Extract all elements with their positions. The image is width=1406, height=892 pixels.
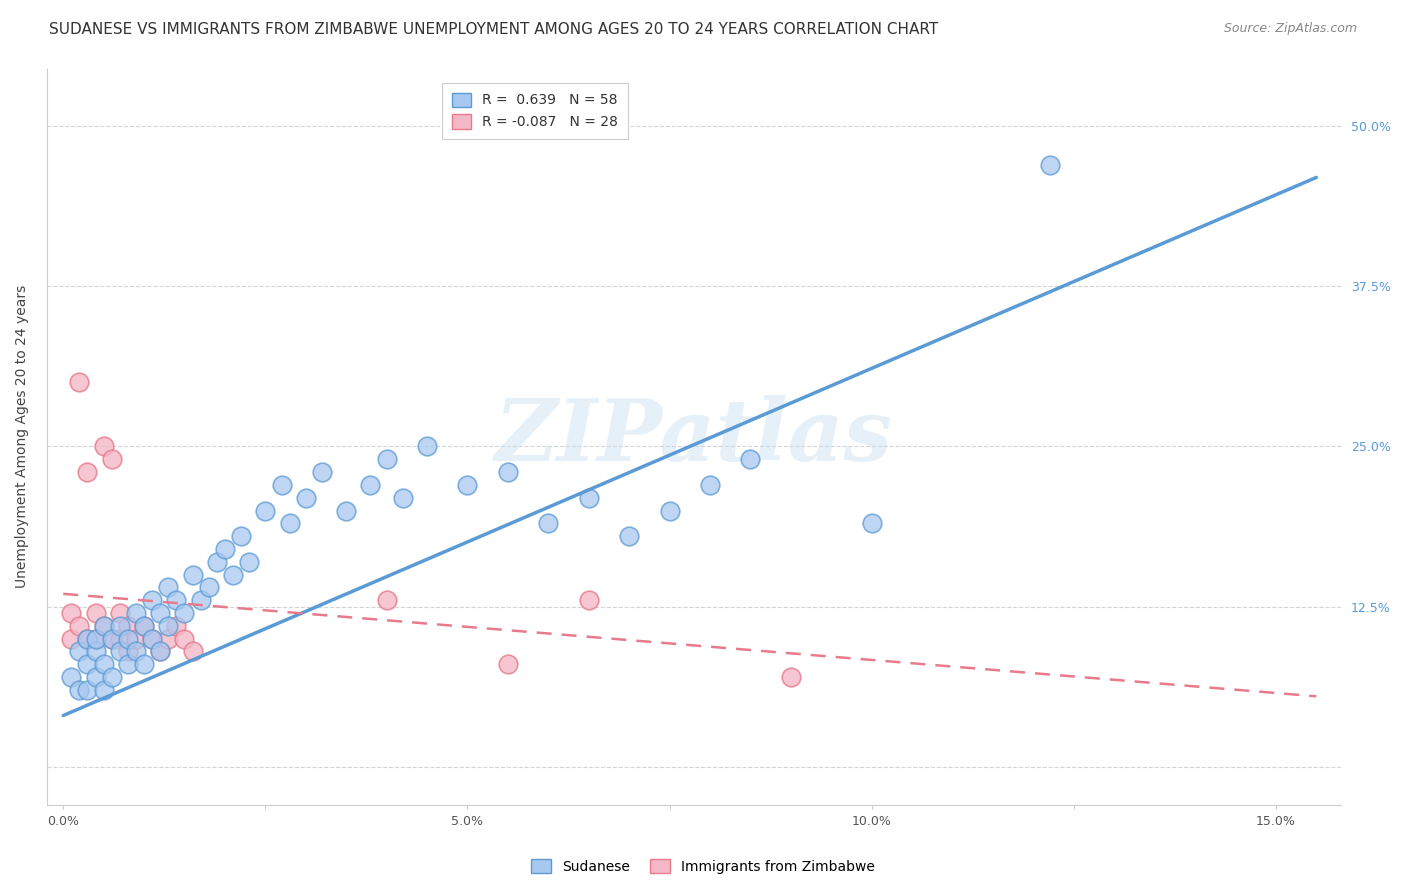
Point — [84, 632, 107, 646]
Point — [108, 619, 131, 633]
Point — [67, 619, 90, 633]
Point — [84, 632, 107, 646]
Point — [76, 632, 98, 646]
Point — [100, 452, 122, 467]
Legend: R =  0.639   N = 58, R = -0.087   N = 28: R = 0.639 N = 58, R = -0.087 N = 28 — [441, 83, 628, 139]
Point — [658, 503, 681, 517]
Point — [456, 478, 478, 492]
Point — [860, 516, 883, 531]
Point — [93, 619, 115, 633]
Point — [157, 632, 180, 646]
Point — [117, 632, 139, 646]
Point — [496, 657, 519, 672]
Point — [359, 478, 381, 492]
Point — [149, 644, 172, 658]
Point — [125, 632, 148, 646]
Point — [60, 670, 83, 684]
Point — [165, 619, 187, 633]
Point — [157, 581, 180, 595]
Point — [67, 682, 90, 697]
Point — [740, 452, 762, 467]
Point — [173, 632, 195, 646]
Point — [117, 657, 139, 672]
Point — [779, 670, 801, 684]
Point — [205, 555, 228, 569]
Point — [181, 567, 204, 582]
Point — [1038, 158, 1060, 172]
Point — [67, 376, 90, 390]
Point — [617, 529, 640, 543]
Point — [76, 632, 98, 646]
Point — [132, 619, 155, 633]
Legend: Sudanese, Immigrants from Zimbabwe: Sudanese, Immigrants from Zimbabwe — [524, 852, 882, 880]
Point — [496, 465, 519, 479]
Point — [60, 632, 83, 646]
Point — [197, 581, 219, 595]
Point — [214, 541, 236, 556]
Point — [165, 593, 187, 607]
Point — [100, 632, 122, 646]
Point — [84, 606, 107, 620]
Point — [278, 516, 301, 531]
Point — [578, 491, 600, 505]
Point — [132, 657, 155, 672]
Point — [132, 619, 155, 633]
Point — [375, 452, 398, 467]
Point — [67, 644, 90, 658]
Point — [108, 606, 131, 620]
Point — [270, 478, 292, 492]
Point — [254, 503, 277, 517]
Point — [149, 644, 172, 658]
Point — [375, 593, 398, 607]
Point — [229, 529, 252, 543]
Point — [125, 606, 148, 620]
Point — [141, 632, 163, 646]
Point — [311, 465, 333, 479]
Text: Source: ZipAtlas.com: Source: ZipAtlas.com — [1223, 22, 1357, 36]
Point — [181, 644, 204, 658]
Point — [157, 619, 180, 633]
Point — [416, 440, 439, 454]
Point — [117, 644, 139, 658]
Point — [76, 657, 98, 672]
Point — [93, 682, 115, 697]
Point — [222, 567, 245, 582]
Point — [238, 555, 260, 569]
Point — [294, 491, 316, 505]
Point — [76, 682, 98, 697]
Point — [108, 644, 131, 658]
Point — [335, 503, 357, 517]
Point — [84, 644, 107, 658]
Point — [141, 593, 163, 607]
Point — [699, 478, 721, 492]
Point — [578, 593, 600, 607]
Point — [100, 632, 122, 646]
Text: SUDANESE VS IMMIGRANTS FROM ZIMBABWE UNEMPLOYMENT AMONG AGES 20 TO 24 YEARS CORR: SUDANESE VS IMMIGRANTS FROM ZIMBABWE UNE… — [49, 22, 938, 37]
Point — [60, 606, 83, 620]
Point — [93, 440, 115, 454]
Point — [125, 644, 148, 658]
Point — [190, 593, 212, 607]
Point — [173, 606, 195, 620]
Point — [141, 632, 163, 646]
Point — [100, 670, 122, 684]
Y-axis label: Unemployment Among Ages 20 to 24 years: Unemployment Among Ages 20 to 24 years — [15, 285, 30, 589]
Point — [84, 670, 107, 684]
Point — [108, 632, 131, 646]
Point — [93, 619, 115, 633]
Point — [391, 491, 413, 505]
Point — [537, 516, 560, 531]
Point — [149, 606, 172, 620]
Point — [76, 465, 98, 479]
Point — [93, 657, 115, 672]
Text: ZIPatlas: ZIPatlas — [495, 395, 893, 479]
Point — [117, 619, 139, 633]
